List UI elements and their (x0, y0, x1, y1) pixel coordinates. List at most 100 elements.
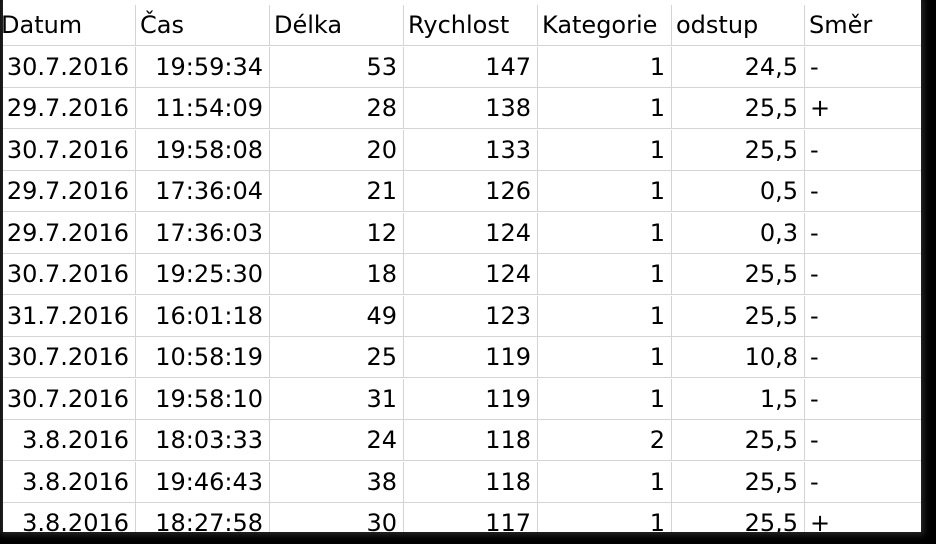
cell-cas[interactable]: 19:25:30 (136, 254, 270, 295)
cell-cas[interactable]: 18:27:58 (136, 503, 270, 532)
cell-rychlost[interactable]: 123 (404, 295, 538, 337)
header-smer[interactable]: Směr (805, 5, 921, 46)
cell-datum[interactable]: 31.7.2016 (3, 295, 136, 337)
cell-datum[interactable]: 30.7.2016 (3, 337, 136, 378)
cell-cas[interactable]: 19:58:08 (136, 129, 270, 171)
cell-cas[interactable]: 10:58:19 (136, 337, 270, 378)
cell-datum[interactable]: 30.7.2016 (3, 46, 136, 88)
cell-odstup[interactable]: 25,5 (672, 254, 805, 295)
cell-rychlost[interactable]: 118 (404, 420, 538, 461)
cell-kategorie[interactable]: 1 (538, 337, 672, 378)
cell-odstup[interactable]: 25,5 (672, 461, 805, 503)
cell-rychlost[interactable]: 138 (404, 88, 538, 129)
cell-delka[interactable]: 28 (270, 88, 404, 129)
table-row: 29.7.2016 17:36:04 21 126 1 0,5- (3, 171, 921, 213)
cell-datum[interactable]: 30.7.2016 (3, 378, 136, 420)
header-rychlost[interactable]: Rychlost (404, 5, 538, 46)
cell-cas[interactable]: 17:36:04 (136, 171, 270, 212)
cell-smer[interactable]: - (805, 462, 921, 503)
cell-kategorie[interactable]: 1 (538, 129, 672, 171)
cell-kategorie[interactable]: 1 (538, 212, 672, 254)
cell-kategorie[interactable]: 2 (538, 420, 672, 461)
cell-smer[interactable]: - (805, 420, 921, 461)
cell-smer[interactable]: - (805, 47, 921, 88)
cell-cas[interactable]: 17:36:03 (136, 212, 270, 254)
cell-delka[interactable]: 31 (270, 378, 404, 420)
cell-delka[interactable]: 53 (270, 46, 404, 88)
cell-odstup[interactable]: 25,5 (672, 420, 805, 461)
cell-smer[interactable]: - (805, 296, 921, 337)
cell-delka[interactable]: 24 (270, 420, 404, 461)
cell-odstup[interactable]: 0,5 (672, 171, 805, 212)
table-row: 31.7.2016 16:01:18 49 123 1 25,5- (3, 295, 921, 338)
table-row: 3.8.2016 18:03:33 24 118 2 25,5- (3, 420, 921, 462)
cell-cas[interactable]: 18:03:33 (136, 420, 270, 461)
cell-rychlost[interactable]: 126 (404, 171, 538, 212)
header-row: Datum Čas Délka Rychlost Kategorie odstu… (3, 5, 921, 47)
cell-kategorie[interactable]: 1 (538, 295, 672, 337)
cell-kategorie[interactable]: 1 (538, 503, 672, 532)
cell-cas[interactable]: 19:58:10 (136, 378, 270, 420)
cell-smer[interactable]: - (805, 254, 921, 295)
cell-odstup[interactable]: 25,5 (672, 503, 805, 532)
cell-rychlost[interactable]: 118 (404, 461, 538, 503)
cell-cas[interactable]: 11:54:09 (136, 88, 270, 129)
table-row: 30.7.2016 19:25:30 18 124 1 25,5- (3, 254, 921, 296)
cell-kategorie[interactable]: 1 (538, 378, 672, 420)
header-delka[interactable]: Délka (270, 5, 404, 46)
header-kategorie[interactable]: Kategorie (538, 5, 672, 46)
cell-kategorie[interactable]: 1 (538, 171, 672, 212)
cell-datum[interactable]: 29.7.2016 (3, 171, 136, 212)
cell-cas[interactable]: 19:46:43 (136, 461, 270, 503)
cell-smer[interactable]: - (805, 379, 921, 420)
table-row: 29.7.2016 17:36:03 12 124 1 0,3- (3, 212, 921, 255)
cell-rychlost[interactable]: 133 (404, 129, 538, 171)
cell-rychlost[interactable]: 117 (404, 503, 538, 532)
cell-smer[interactable]: - (805, 337, 921, 378)
cell-delka[interactable]: 20 (270, 129, 404, 171)
cell-odstup[interactable]: 24,5 (672, 46, 805, 88)
header-cas[interactable]: Čas (136, 5, 270, 46)
cell-smer[interactable]: + (805, 88, 921, 129)
cell-datum[interactable]: 3.8.2016 (3, 420, 136, 461)
header-datum[interactable]: Datum (3, 5, 136, 46)
cell-odstup[interactable]: 1,5 (672, 378, 805, 420)
cell-rychlost[interactable]: 124 (404, 254, 538, 295)
cell-datum[interactable]: 3.8.2016 (3, 461, 136, 503)
cell-datum[interactable]: 30.7.2016 (3, 129, 136, 171)
cell-smer[interactable]: - (805, 130, 921, 171)
table-row: 3.8.2016 18:27:58 30 117 1 25,5 + (3, 503, 921, 532)
cell-kategorie[interactable]: 1 (538, 46, 672, 88)
cell-delka[interactable]: 18 (270, 254, 404, 295)
cell-datum[interactable]: 29.7.2016 (3, 88, 136, 129)
cell-rychlost[interactable]: 119 (404, 337, 538, 378)
cell-delka[interactable]: 12 (270, 212, 404, 254)
cell-odstup[interactable]: 10,8 (672, 337, 805, 378)
cell-kategorie[interactable]: 1 (538, 254, 672, 295)
cell-odstup[interactable]: 25,5 (672, 88, 805, 129)
cell-kategorie[interactable]: 1 (538, 461, 672, 503)
table-row: 30.7.2016 19:59:34 53 147 1 24,5- (3, 46, 921, 89)
cell-smer[interactable]: - (805, 213, 921, 254)
cell-smer[interactable]: - (805, 171, 921, 212)
cell-delka[interactable]: 21 (270, 171, 404, 212)
cell-rychlost[interactable]: 124 (404, 212, 538, 254)
cell-cas[interactable]: 19:59:34 (136, 46, 270, 88)
cell-cas[interactable]: 16:01:18 (136, 295, 270, 337)
cell-delka[interactable]: 25 (270, 337, 404, 378)
cell-kategorie[interactable]: 1 (538, 88, 672, 129)
cell-datum[interactable]: 30.7.2016 (3, 254, 136, 295)
cell-smer[interactable]: + (805, 503, 921, 532)
cell-rychlost[interactable]: 119 (404, 378, 538, 420)
header-odstup[interactable]: odstup (672, 5, 805, 46)
table-row: 30.7.2016 10:58:19 25 119 1 10,8- (3, 337, 921, 379)
cell-odstup[interactable]: 25,5 (672, 129, 805, 171)
cell-rychlost[interactable]: 147 (404, 46, 538, 88)
cell-delka[interactable]: 30 (270, 503, 404, 532)
cell-odstup[interactable]: 25,5 (672, 295, 805, 337)
cell-delka[interactable]: 49 (270, 295, 404, 337)
cell-odstup[interactable]: 0,3 (672, 212, 805, 254)
cell-datum[interactable]: 29.7.2016 (3, 212, 136, 254)
cell-datum[interactable]: 3.8.2016 (3, 503, 136, 532)
cell-delka[interactable]: 38 (270, 461, 404, 503)
